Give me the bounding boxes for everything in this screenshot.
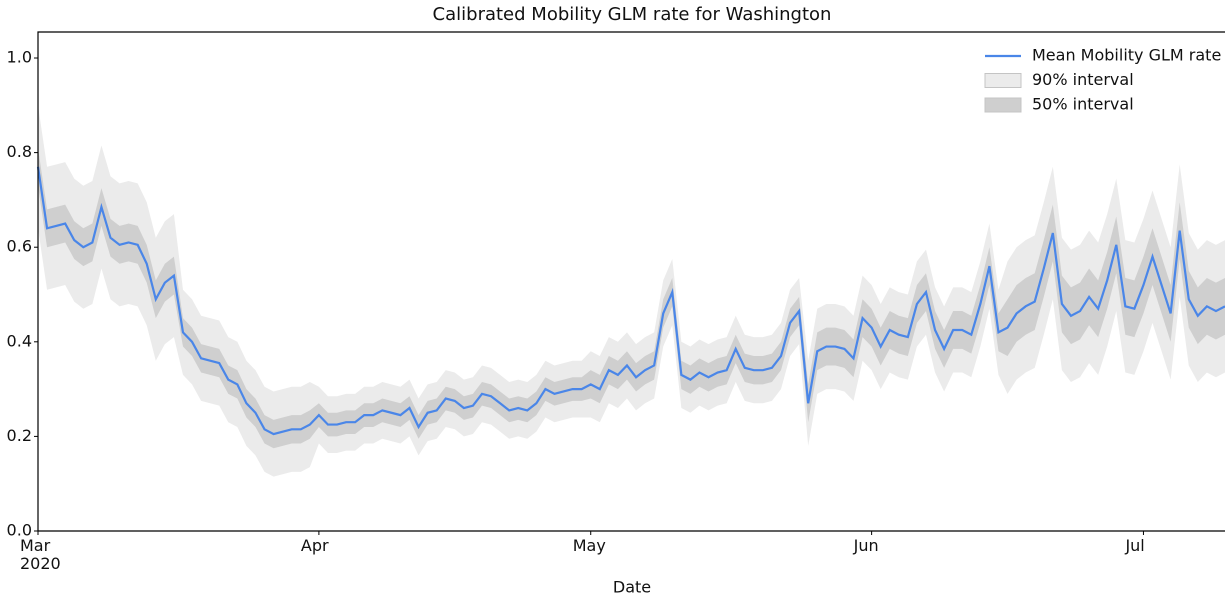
x-tick-label: Jun	[853, 536, 879, 555]
y-tick-label: 1.0	[7, 48, 32, 67]
legend-label: 50% interval	[1032, 95, 1134, 114]
y-tick-label: 0.2	[7, 426, 32, 445]
y-tick-label: 0.8	[7, 142, 32, 161]
x-tick-label: Apr	[300, 536, 329, 555]
y-tick-label: 0.4	[7, 331, 32, 350]
x-tick-label: May	[572, 536, 606, 555]
legend-label: Mean Mobility GLM rate	[1032, 46, 1221, 65]
mean-line	[36, 166, 1225, 436]
x-axis-label: Date	[613, 578, 651, 597]
interval-band	[38, 105, 1225, 477]
chart-title: Calibrated Mobility GLM rate for Washing…	[433, 4, 832, 25]
legend-patch	[984, 97, 1022, 113]
axis-frame	[37, 31, 1225, 532]
x-tick-label: Jul	[1125, 536, 1145, 555]
legend-patch	[984, 73, 1022, 88]
legend-label: 90% interval	[1032, 70, 1134, 89]
x-tick-label: Mar 2020	[20, 536, 61, 573]
y-tick-label: 0.6	[7, 237, 32, 256]
y-tick-label: 0.0	[7, 521, 32, 540]
